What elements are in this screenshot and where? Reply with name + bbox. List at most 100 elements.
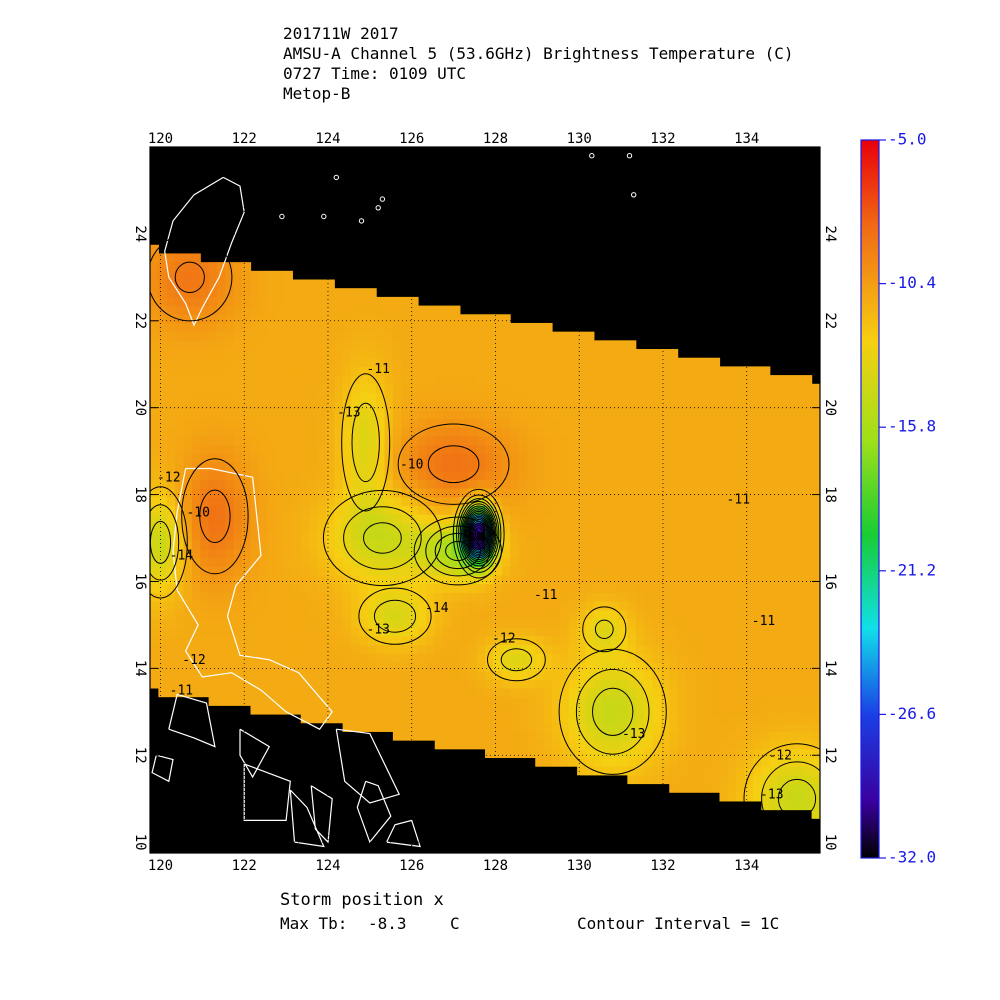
heatmap-cell (510, 479, 520, 489)
heatmap-cell (208, 366, 218, 376)
heatmap-cell (652, 592, 662, 602)
heatmap-cell (560, 427, 570, 437)
heatmap-cell (669, 740, 679, 750)
plot-frame (149, 146, 821, 854)
heatmap-cell (284, 357, 293, 367)
heatmap-cell (552, 522, 561, 533)
heatmap-cell (577, 349, 587, 359)
heatmap-cell (560, 696, 570, 706)
heatmap-cell (786, 774, 796, 785)
heatmap-cell (803, 792, 813, 802)
heatmap-cell (644, 722, 654, 732)
heatmap-cell (376, 479, 386, 489)
heatmap-cell (719, 505, 729, 515)
heatmap-cell (736, 670, 746, 680)
heatmap-cell (652, 427, 662, 437)
heatmap-cell (409, 566, 419, 576)
heatmap-cell (786, 713, 796, 724)
heatmap-cell (794, 418, 804, 428)
heatmap-cell (794, 627, 804, 637)
heatmap-cell (392, 696, 402, 706)
heatmap-cell (158, 670, 168, 680)
heatmap-cell (811, 774, 820, 785)
heatmap-cell (208, 566, 218, 576)
heatmap-cell (635, 470, 645, 480)
heatmap-cell (443, 488, 453, 498)
heatmap-cell (769, 409, 779, 420)
heatmap-cell (292, 592, 302, 602)
heatmap-cell (384, 322, 394, 333)
heatmap-cell (150, 574, 159, 585)
heatmap-cell (183, 540, 193, 550)
heatmap-cell (518, 722, 528, 732)
heatmap-cell (552, 574, 561, 585)
heatmap-cell (493, 461, 503, 472)
heatmap-cell (359, 427, 369, 437)
heatmap-cell (459, 331, 469, 341)
heatmap-cell (150, 418, 159, 428)
heatmap-cell (518, 601, 528, 611)
heatmap-cell (150, 357, 159, 367)
heatmap-cell (476, 687, 486, 698)
heatmap-cell (510, 409, 520, 420)
heatmap-cell (359, 314, 369, 324)
heatmap-cell (702, 644, 712, 654)
heatmap-cell (334, 531, 344, 541)
heatmap-cell (543, 635, 553, 646)
heatmap-cell (175, 574, 185, 585)
heatmap-cell (317, 635, 327, 646)
heatmap-cell (459, 479, 469, 489)
heatmap-cell (644, 731, 654, 741)
heatmap-cell (485, 488, 494, 498)
heatmap-cell (794, 505, 804, 515)
heatmap-cell (468, 349, 478, 359)
heatmap-cell (535, 375, 545, 385)
heatmap-cell (191, 661, 201, 672)
heatmap-cell (702, 522, 712, 533)
heatmap-cell (686, 592, 695, 602)
heatmap-cell (359, 470, 369, 480)
heatmap-cell (459, 705, 469, 715)
heatmap-cell (568, 679, 578, 689)
heatmap-cell (334, 557, 344, 567)
heatmap-cell (744, 679, 754, 689)
heatmap-cell (175, 601, 185, 611)
heatmap-cell (585, 583, 595, 593)
heatmap-cell (217, 514, 226, 524)
heatmap-cell (434, 713, 444, 724)
heatmap-cell (376, 566, 386, 576)
heatmap-cell (200, 548, 210, 559)
heatmap-cell (635, 627, 645, 637)
heatmap-cell (225, 409, 235, 420)
heatmap-cell (217, 340, 226, 350)
heatmap-cell (434, 470, 444, 480)
heatmap-cell (334, 635, 344, 646)
heatmap-cell (686, 427, 695, 437)
heatmap-cell (183, 270, 193, 281)
heatmap-cell (334, 470, 344, 480)
heatmap-cell (217, 392, 226, 402)
heatmap-cell (526, 505, 536, 515)
heatmap-cell (367, 601, 377, 611)
heatmap-cell (300, 488, 310, 498)
heatmap-cell (200, 418, 210, 428)
heatmap-cell (778, 375, 788, 385)
heatmap-cell (585, 540, 595, 550)
heatmap-cell (727, 435, 737, 446)
heatmap-cell (602, 540, 612, 550)
heatmap-cell (351, 722, 360, 732)
heatmap-cell (610, 731, 620, 741)
heatmap-cell (518, 635, 528, 646)
heatmap-cell (711, 548, 721, 559)
heatmap-cell (409, 496, 419, 507)
heatmap-cell (434, 340, 444, 350)
heatmap-cell (300, 644, 310, 654)
heatmap-cell (359, 713, 369, 724)
heatmap-cell (535, 331, 545, 341)
heatmap-cell (359, 687, 369, 698)
heatmap-cell (568, 401, 578, 411)
heatmap-cell (627, 514, 637, 524)
heatmap-cell (384, 305, 394, 315)
heatmap-cell (694, 366, 704, 376)
heatmap-cell (652, 774, 662, 785)
